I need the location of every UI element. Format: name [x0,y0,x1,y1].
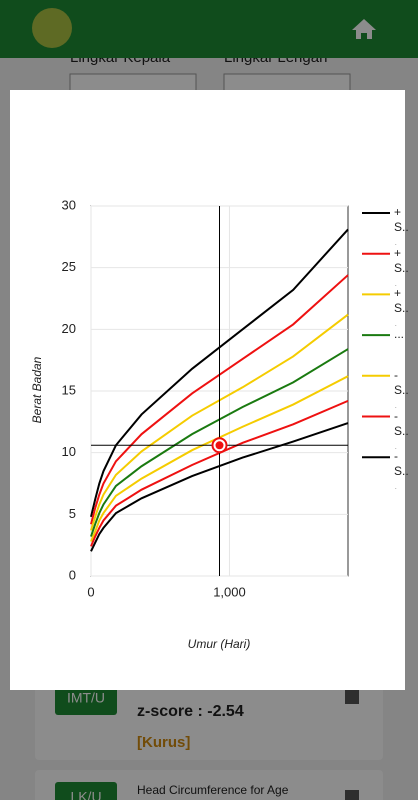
legend-label: - S... [394,408,409,449]
x-tick-label: 0 [87,584,94,599]
legend-label: + S... [394,205,409,245]
modal [10,90,405,690]
home-icon[interactable] [352,19,376,39]
legend-label: - S... [394,449,409,490]
series-line [90,399,349,547]
series-line [90,228,349,518]
legend-label: - S... [394,367,409,408]
legend-entry: - S... [394,408,409,449]
series-line [90,422,349,552]
badge [55,782,117,805]
zscore: z-score : -2.54 [137,703,244,720]
y-tick-label: 5 [69,506,76,521]
y-axis-label: Berat Badan [30,356,44,423]
y-tick-label: 25 [62,259,76,274]
series-line [90,274,349,525]
card-title: Head Circumference for Age [137,783,289,797]
legend-entry: ... [394,327,405,342]
legend-entry: + S... [394,205,409,245]
legend-entry: - S... [394,367,409,408]
badge [55,683,117,715]
legend-label: ... [394,327,405,342]
y-tick-label: 15 [62,382,76,397]
point [215,441,224,450]
legend-entry: - S... [394,449,409,490]
series-line [90,375,349,542]
x-tick-label: 1,000 [213,584,246,599]
y-tick-label: 20 [62,321,76,336]
y-tick-label: 10 [62,444,76,459]
series-line [90,313,349,531]
status: [Kurus] [137,734,190,751]
badge-text: IMT/U [67,690,105,706]
legend-label: + S... [394,286,409,327]
y-tick-label: 0 [69,567,76,582]
chart-icon[interactable] [345,690,359,704]
x-axis-label: Umur (Hari) [188,637,251,651]
legend-entry: + S... [394,245,409,286]
logo [32,8,72,48]
legend-entry: + S... [394,286,409,327]
y-tick-label: 30 [62,197,76,212]
legend-label: + S... [394,245,409,286]
series-line [90,348,349,537]
card[interactable] [35,770,383,805]
